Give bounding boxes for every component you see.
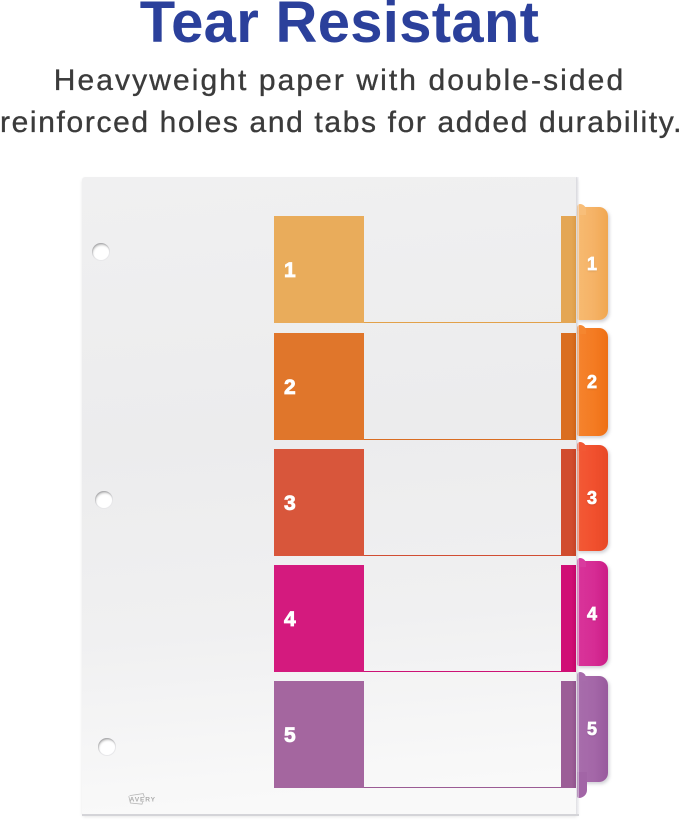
svg-text:AVERY: AVERY [130, 797, 156, 804]
